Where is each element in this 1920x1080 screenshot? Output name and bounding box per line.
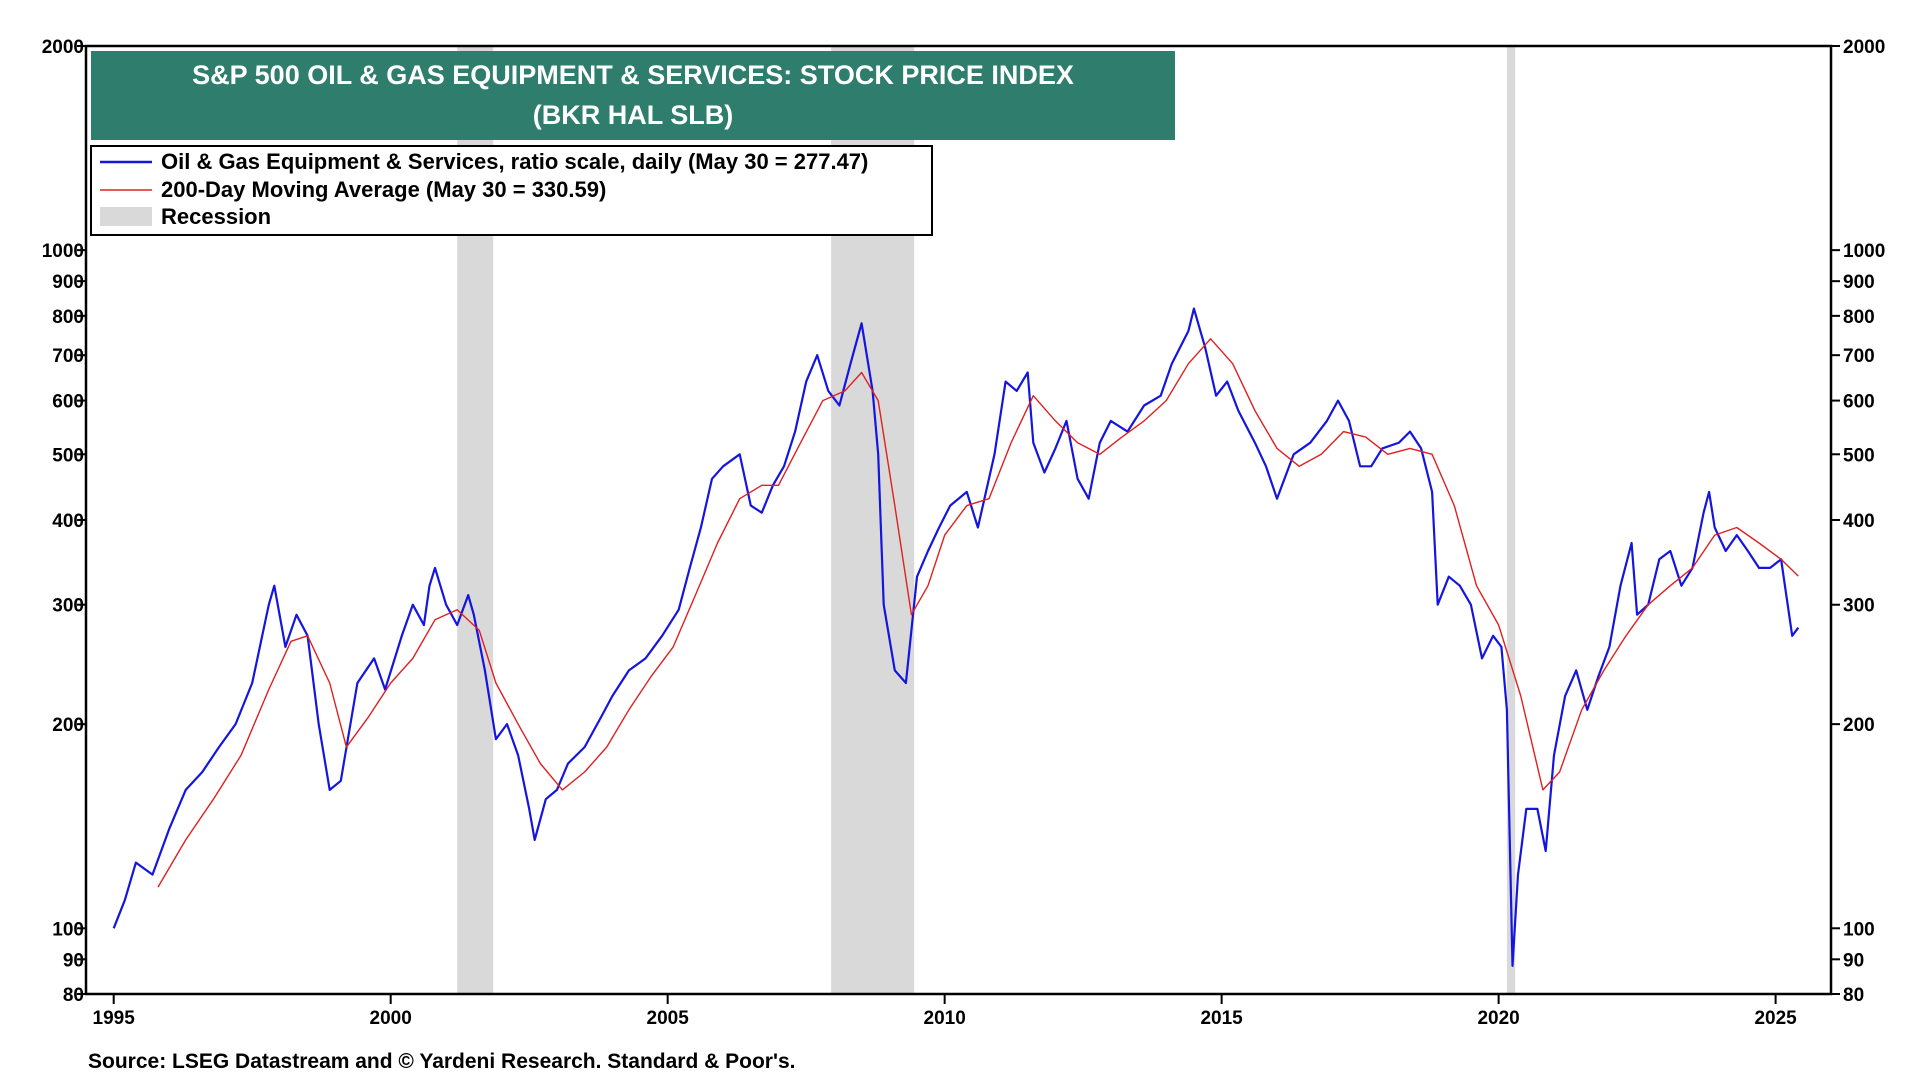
y-tick-label-right: 80 [1843, 985, 1864, 1006]
legend-swatch-recession [100, 207, 152, 226]
y-tick-label-left: 800 [52, 307, 84, 328]
x-axis: 1995 2000 2005 2010 2015 2020 2025 [93, 994, 1797, 1029]
y-tick-label-left: 200 [52, 715, 84, 736]
y-tick-label-left: 500 [52, 445, 84, 466]
y-tick-label-left: 80 [63, 985, 84, 1006]
title-box: S&P 500 OIL & GAS EQUIPMENT & SERVICES: … [91, 51, 1175, 140]
y-tick-label-left: 700 [52, 346, 84, 367]
y-tick-label-left: 90 [63, 950, 84, 971]
x-tick-label: 2020 [1477, 1008, 1519, 1029]
chart-subtitle: (BKR HAL SLB) [533, 100, 733, 130]
x-tick-label: 1995 [93, 1008, 136, 1029]
y-tick-label-left: 900 [52, 272, 84, 293]
y-tick-label-right: 300 [1843, 596, 1875, 617]
source-note: Source: LSEG Datastream and © Yardeni Re… [88, 1050, 795, 1073]
y-tick-label-right: 800 [1843, 307, 1875, 328]
x-tick-label: 2000 [370, 1008, 412, 1029]
recession-band [1506, 46, 1516, 994]
series-lines [112, 307, 1800, 968]
x-tick-label: 2015 [1200, 1008, 1243, 1029]
y-tick-label-left: 400 [52, 511, 84, 532]
legend-frame [90, 145, 933, 236]
x-tick-label: 2005 [647, 1008, 690, 1029]
y-tick-label-right: 400 [1843, 511, 1875, 532]
y-tick-label-right: 200 [1843, 715, 1875, 736]
y-tick-label-right: 900 [1843, 272, 1875, 293]
chart-title: S&P 500 OIL & GAS EQUIPMENT & SERVICES: … [192, 60, 1074, 90]
y-tick-label-right: 2000 [1843, 37, 1885, 58]
y-tick-label-right: 90 [1843, 950, 1864, 971]
y-tick-label-right: 100 [1843, 919, 1875, 940]
moving-average-line [157, 338, 1799, 888]
y-tick-label-right: 600 [1843, 392, 1875, 413]
price-series-line [112, 307, 1800, 968]
y-tick-label-right: 1000 [1843, 241, 1885, 262]
y-axis: 80 80 90 90 100 100 200 200 300 300 400 400 500 500 60… [42, 37, 1886, 1006]
x-tick-label: 2010 [924, 1008, 966, 1029]
y-tick-label-left: 100 [52, 919, 84, 940]
x-tick-label: 2025 [1754, 1008, 1797, 1029]
y-tick-label-left: 600 [52, 392, 84, 413]
y-tick-label-left: 300 [52, 596, 84, 617]
y-tick-label-left: 2000 [42, 37, 84, 58]
legend-label-recession: Recession [161, 204, 271, 229]
legend-label-price: Oil & Gas Equipment & Services, ratio sc… [161, 149, 868, 174]
y-tick-label-left: 1000 [42, 241, 84, 262]
y-tick-label-right: 700 [1843, 346, 1875, 367]
title-background [91, 51, 1175, 140]
legend-label-moving-average: 200-Day Moving Average (May 30 = 330.59) [161, 177, 606, 202]
y-tick-label-right: 500 [1843, 445, 1875, 466]
legend: Oil & Gas Equipment & Services, ratio sc… [90, 145, 933, 236]
